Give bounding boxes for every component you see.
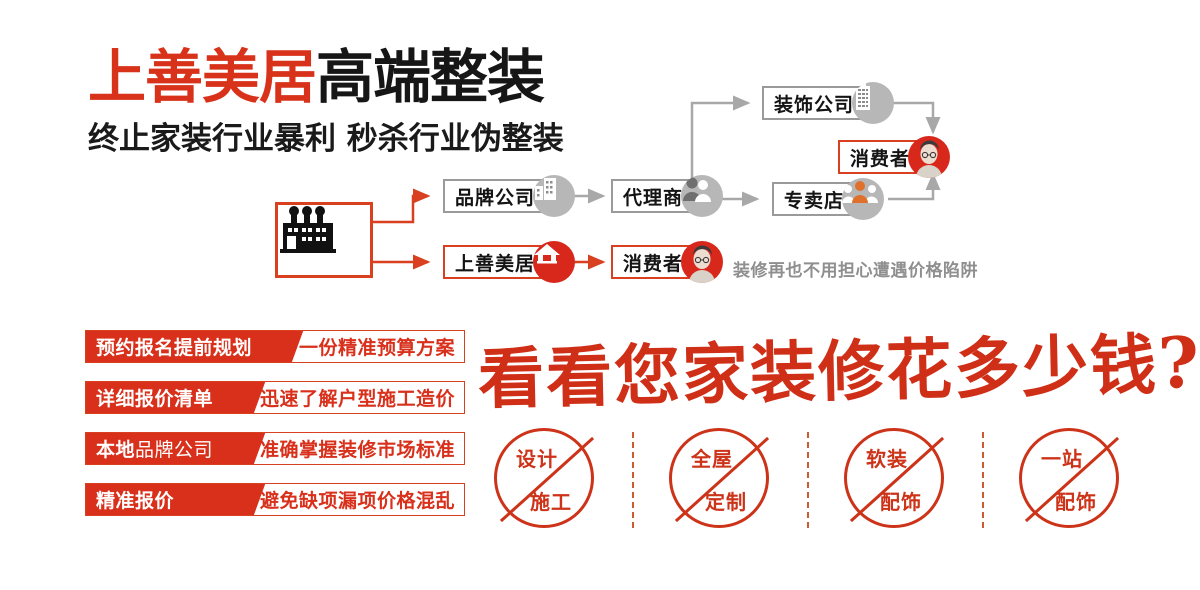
tower-icon: [852, 82, 895, 124]
feature-row[interactable]: 详细报价清单 迅速了解户型施工造价: [85, 381, 465, 414]
node-shangshan: 上善美居: [443, 241, 576, 283]
node-consumer-bottom: 消费者: [611, 241, 724, 283]
circle-bottom-label: 定制: [705, 490, 747, 514]
circle-bottom-label: 施工: [530, 490, 572, 514]
node-franchise-store: 专卖店: [772, 178, 885, 220]
node-agent-label: 代理商: [611, 179, 696, 213]
excluded-service-item: 软装 配饰: [828, 418, 960, 546]
subtitle: 终止家装行业暴利 秒杀行业伪整装: [88, 121, 564, 158]
crossed-circle: 一站 配饰: [1019, 428, 1120, 528]
question-mark: ?: [1157, 320, 1200, 405]
factory-node: [275, 202, 373, 278]
person-avatar-icon: [908, 136, 951, 178]
feature-right-label: 迅速了解户型施工造价: [259, 388, 455, 410]
headline-block: 上善美居高端整装 终止家装行业暴利 秒杀行业伪整装: [88, 47, 564, 158]
excluded-service-item: 一站 配饰: [1003, 418, 1135, 546]
node-franchise-store-label: 专卖店: [772, 182, 857, 216]
house-icon: [533, 241, 576, 283]
building-icon: [533, 175, 576, 217]
excluded-service-item: 设计 施工: [478, 418, 610, 546]
node-decor-company: 装饰公司: [762, 82, 895, 124]
flow-connectors: [373, 95, 941, 270]
distribution-flow-diagram: 品牌公司 代理商: [275, 82, 978, 283]
circle-top-label: 设计: [516, 447, 558, 471]
feature-left-text: 详细报价清单: [96, 388, 214, 410]
factory-icon: [280, 206, 336, 253]
feature-right-label: 一份精准预算方案: [298, 337, 455, 359]
circle-bottom-label: 配饰: [880, 490, 922, 514]
person-avatar-icon: [681, 241, 724, 283]
feature-left-text: 预约报名提前规划: [96, 337, 253, 359]
feature-list: 预约报名提前规划 一份精准预算方案 详细报价清单 迅速了解户型施工造价 本地 品牌…: [85, 330, 465, 534]
node-agent: 代理商: [611, 175, 724, 217]
big-question-headline: 看看您家装修花多少钱?: [477, 311, 1200, 422]
feature-right-label: 避免缺项漏项价格混乱: [259, 490, 455, 512]
feature-row[interactable]: 预约报名提前规划 一份精准预算方案: [85, 330, 465, 363]
feature-row[interactable]: 本地 品牌公司 准确掌握装修市场标准: [85, 432, 465, 465]
feature-left-label: 本地 品牌公司: [86, 433, 244, 464]
node-consumer-top-label: 消费者: [838, 140, 923, 174]
node-decor-company-label: 装饰公司: [762, 86, 867, 120]
dashed-divider: [807, 432, 809, 528]
brand-name: 上善美居: [88, 43, 317, 111]
crossed-circle: 软装 配饰: [844, 428, 945, 528]
page-title: 上善美居高端整装: [88, 47, 564, 107]
node-shangshan-label: 上善美居: [443, 245, 548, 279]
two-people-icon: [681, 175, 724, 217]
node-brand-company: 品牌公司: [443, 175, 576, 217]
circle-top-label: 软装: [866, 447, 908, 471]
excluded-services-group: 设计 施工 全屋 定制 软装 配饰 一站 配饰: [478, 418, 1178, 548]
feature-left-label: 详细报价清单: [86, 382, 244, 413]
excluded-service-item: 全屋 定制: [653, 418, 785, 546]
crossed-circle: 全屋 定制: [669, 428, 770, 528]
big-question-text: 看看您家装修花多少钱: [477, 325, 1159, 418]
feature-row[interactable]: 精准报价 避免缺项漏项价格混乱: [85, 483, 465, 516]
title-suffix: 高端整装: [316, 43, 545, 111]
circle-top-label: 一站: [1041, 447, 1083, 471]
feature-left-emphasis: 本地: [96, 439, 136, 461]
crossed-circle: 设计 施工: [494, 428, 595, 528]
feature-left-text: 精准报价: [96, 490, 175, 512]
dashed-divider: [982, 432, 984, 528]
three-people-icon: [842, 178, 885, 220]
node-brand-company-label: 品牌公司: [443, 179, 548, 213]
circle-top-label: 全屋: [691, 447, 733, 471]
feature-right-label: 准确掌握装修市场标准: [259, 439, 455, 461]
feature-left-label: 预约报名提前规划: [86, 331, 282, 362]
circle-bottom-label: 配饰: [1055, 490, 1097, 514]
flow-caption: 装修再也不用担心遭遇价格陷阱: [733, 261, 978, 281]
feature-left-text: 品牌公司: [135, 439, 214, 461]
feature-left-label: 精准报价: [86, 484, 244, 515]
node-consumer-top: 消费者: [838, 136, 951, 178]
dashed-divider: [632, 432, 634, 528]
node-consumer-bottom-label: 消费者: [611, 245, 696, 279]
